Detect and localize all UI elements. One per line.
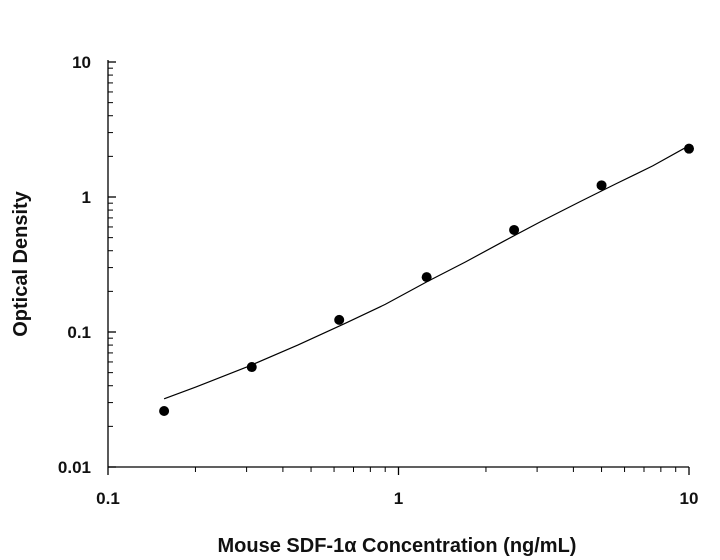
ticks	[107, 61, 690, 475]
y-tick-label: 1	[82, 188, 91, 207]
data-points	[159, 143, 694, 416]
tick-labels: 0.1 1 10 0.01 0.1 1 10	[58, 53, 699, 508]
axes	[107, 60, 689, 468]
data-point	[509, 224, 520, 235]
x-tick-label: 10	[680, 489, 699, 508]
data-point	[421, 272, 432, 283]
x-axis-title: Mouse SDF-1α Concentration (ng/mL)	[218, 535, 577, 557]
x-tick-label: 1	[394, 489, 403, 508]
data-point	[596, 180, 607, 191]
y-tick-label: 10	[72, 53, 91, 72]
y-axis-title: Optical Density	[10, 190, 32, 336]
x-tick-label: 0.1	[96, 489, 120, 508]
data-point	[159, 405, 170, 416]
data-point	[684, 143, 694, 154]
data-point	[246, 362, 257, 373]
data-point	[334, 314, 345, 325]
y-tick-label: 0.1	[67, 323, 91, 342]
y-tick-label: 0.01	[58, 458, 91, 477]
